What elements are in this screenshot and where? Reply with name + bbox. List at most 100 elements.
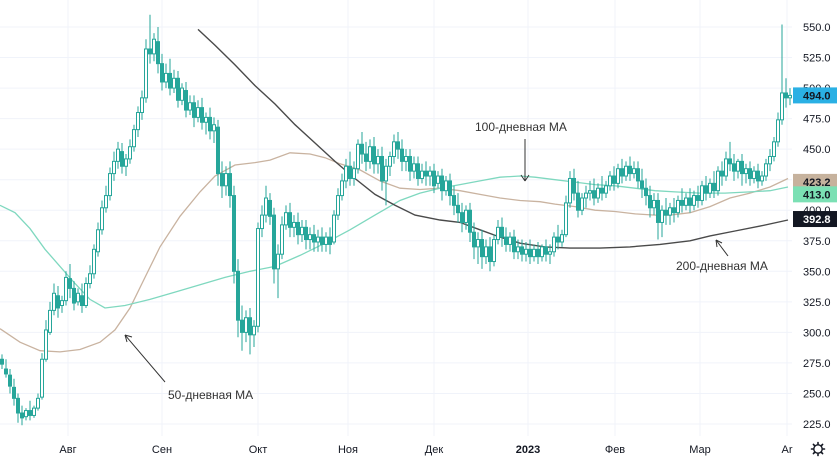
candle <box>692 190 696 211</box>
candle-body <box>436 175 440 184</box>
candle-body <box>480 239 484 258</box>
candle <box>788 88 792 106</box>
candle-body <box>536 248 540 258</box>
candle-body <box>520 246 524 255</box>
candle <box>512 229 516 260</box>
candle-body <box>696 195 700 201</box>
candle <box>560 229 564 247</box>
candle-body <box>224 173 228 187</box>
candle <box>88 265 92 289</box>
candle-body <box>704 185 708 194</box>
candle-body <box>592 190 596 199</box>
candle-body <box>220 173 224 187</box>
candle <box>208 107 212 140</box>
candle-body <box>376 155 380 165</box>
candle-body <box>100 207 104 231</box>
candle <box>216 119 220 186</box>
candle-body <box>272 214 276 270</box>
candle-body <box>292 221 296 228</box>
candle <box>400 139 404 172</box>
candle-body <box>740 160 744 175</box>
candle <box>580 193 584 216</box>
candle <box>484 239 488 264</box>
candle-body <box>104 195 108 209</box>
candle-body <box>484 246 488 258</box>
y-tick-label: 300.0 <box>803 327 831 339</box>
candle-body <box>448 180 452 197</box>
price-badge: 423.2 <box>793 173 837 190</box>
candle-body <box>656 199 660 223</box>
candle-body <box>108 173 112 197</box>
candle-body <box>708 182 712 194</box>
candle-body <box>8 374 12 387</box>
candle-body <box>576 192 580 211</box>
candle <box>340 173 344 201</box>
price-badge: 494.0 <box>793 87 837 104</box>
gear-icon[interactable] <box>810 441 826 457</box>
candle <box>104 185 108 213</box>
candle-body <box>504 236 508 245</box>
price-badge: 392.8 <box>793 211 837 228</box>
candle <box>480 229 484 269</box>
x-axis[interactable]: Авг Сен Окт Ноя Дек 2023 Фев Мар Ar <box>59 444 792 456</box>
candle-body <box>340 180 344 197</box>
candle-body <box>412 163 416 172</box>
x-tick-label: Мар <box>689 444 711 456</box>
candle-body <box>728 158 732 165</box>
candle <box>252 320 256 348</box>
candle <box>536 241 540 264</box>
candle <box>328 227 332 255</box>
candle <box>472 222 476 260</box>
candle-body <box>136 112 140 131</box>
price-badge-bg <box>793 87 837 104</box>
candle-body <box>296 221 300 236</box>
candle-body <box>160 63 164 83</box>
candle-body <box>268 199 272 217</box>
annotation-ma50-label: 50-дневная МА <box>168 388 253 402</box>
candle-body <box>748 168 752 179</box>
candle-body <box>424 170 428 177</box>
x-tick-label: Сен <box>152 444 172 456</box>
y-tick-label: 350.0 <box>803 266 831 278</box>
y-tick-label: 550.0 <box>803 22 831 34</box>
candle-body <box>84 283 88 307</box>
candle <box>352 161 356 186</box>
annotation-ma50-arrow <box>124 334 166 383</box>
candle <box>704 176 708 201</box>
candle <box>228 161 232 208</box>
candle-body <box>616 168 620 184</box>
candle <box>284 205 288 230</box>
candle <box>204 112 208 135</box>
candle <box>224 166 228 196</box>
candle <box>128 139 132 164</box>
candle-body <box>156 41 160 65</box>
candle <box>68 263 72 299</box>
candle-body <box>512 236 516 253</box>
candle <box>64 271 68 306</box>
candle-body <box>4 368 8 375</box>
candle <box>776 112 780 147</box>
candle-body <box>508 236 512 245</box>
candle-body <box>144 48 148 99</box>
candle <box>176 70 180 108</box>
candle <box>332 210 336 245</box>
candle <box>632 161 636 179</box>
candle-body <box>560 234 564 243</box>
candle <box>92 244 96 279</box>
candle-body <box>152 38 156 55</box>
candle-body <box>664 209 668 216</box>
candle-body <box>572 177 576 194</box>
price-badge-text: 494.0 <box>803 90 831 102</box>
candle <box>720 161 724 186</box>
candle-body <box>688 197 692 206</box>
candle <box>336 188 340 221</box>
candle-body <box>700 185 704 201</box>
candle <box>136 106 140 137</box>
candle-body <box>636 168 640 182</box>
y-tick-label: 375.0 <box>803 236 831 248</box>
candle-body <box>116 148 120 162</box>
x-tick-label: Дек <box>425 444 444 456</box>
candle-body <box>492 239 496 263</box>
candle <box>784 78 788 108</box>
